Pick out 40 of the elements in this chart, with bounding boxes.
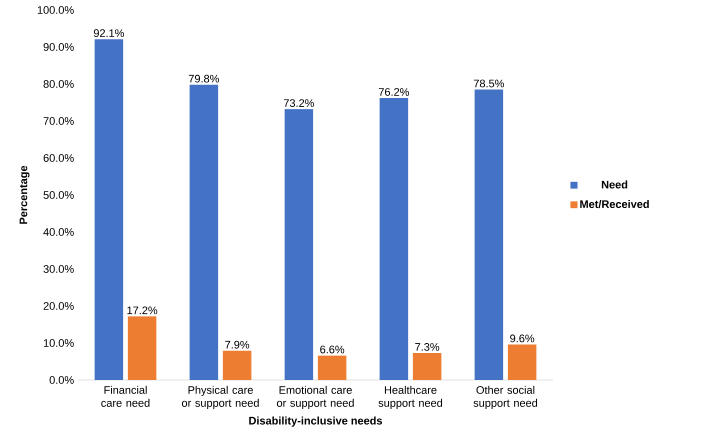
data-label: 17.2% <box>127 306 158 314</box>
data-label: 92.1% <box>94 29 124 38</box>
bar <box>190 84 218 380</box>
y-tick-label: 20.0% <box>44 302 74 310</box>
y-tick-label: 10.0% <box>44 339 74 347</box>
bar <box>222 350 252 380</box>
x-tick-label: Physical care or support need <box>182 386 259 410</box>
bar <box>412 352 442 380</box>
x-tick-label: Financial care need <box>101 386 150 407</box>
y-tick-label: 30.0% <box>43 265 74 273</box>
x-axis-title: Disability-inclusive needs <box>249 416 382 427</box>
x-tick-label: Other social support need <box>474 386 538 410</box>
bar <box>508 344 536 380</box>
y-tick-label: 50.0% <box>44 191 74 199</box>
y-tick-label: 0.0% <box>50 376 74 384</box>
bar <box>474 90 504 380</box>
y-tick-label: 100.0% <box>38 6 74 14</box>
y-tick-label: 90.0% <box>44 43 74 51</box>
bar <box>284 109 314 380</box>
bar <box>94 39 124 380</box>
y-tick-label: 60.0% <box>44 154 74 162</box>
bar <box>380 98 408 380</box>
data-label: 79.8% <box>188 74 220 83</box>
legend-label: Need <box>602 180 628 188</box>
data-label: 7.9% <box>225 340 250 349</box>
data-label: 73.2% <box>284 99 314 107</box>
data-label: 78.5% <box>474 80 504 88</box>
x-tick-label: Healthcare support need <box>378 386 442 410</box>
y-tick-label: 80.0% <box>44 80 74 88</box>
data-label: 6.6% <box>320 346 344 354</box>
y-tick-label: 70.0% <box>44 117 74 125</box>
legend-label: Met/Received <box>580 200 649 208</box>
data-label: 7.3% <box>415 343 440 351</box>
bar <box>128 316 156 380</box>
y-tick-label: 40.0% <box>43 228 74 236</box>
y-axis-title: Percentage <box>20 166 30 224</box>
data-label: 9.6% <box>510 334 534 342</box>
bar <box>318 356 346 380</box>
x-tick-label: Emotional care or support need <box>276 386 354 410</box>
data-label: 76.2% <box>378 88 410 96</box>
